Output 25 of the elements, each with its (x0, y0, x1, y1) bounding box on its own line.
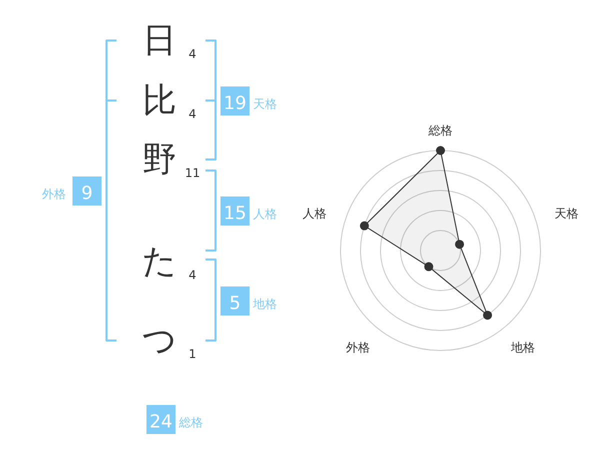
category-label: 人格 (253, 207, 277, 221)
spoke-label: 総格 (428, 124, 452, 138)
data-label: 1 (188, 347, 196, 361)
data-label: 24 (150, 412, 172, 432)
category-label: 野 (142, 140, 176, 180)
data-label: 19 (224, 93, 246, 114)
category-label: 地格 (252, 297, 277, 311)
data-label: 5 (229, 293, 241, 314)
spoke-label: 地格 (510, 340, 536, 355)
category-label: 日 (142, 20, 176, 60)
category-label: つ (142, 320, 177, 360)
data-label: 4 (188, 107, 196, 121)
spoke-label: 天格 (554, 206, 579, 220)
category-label: 天格 (253, 97, 277, 111)
category-label: 総格 (178, 416, 203, 430)
data-label: 11 (184, 166, 200, 180)
category-label: た (142, 242, 177, 282)
spoke-label: 外格 (346, 340, 370, 355)
category-label: 比 (142, 80, 176, 120)
data-label: 4 (188, 47, 196, 61)
category-label: 外格 (42, 187, 66, 201)
data-label: 9 (81, 183, 93, 204)
data-label: 4 (188, 268, 196, 282)
data-label: 15 (224, 203, 246, 224)
spoke-label: 人格 (302, 206, 326, 220)
